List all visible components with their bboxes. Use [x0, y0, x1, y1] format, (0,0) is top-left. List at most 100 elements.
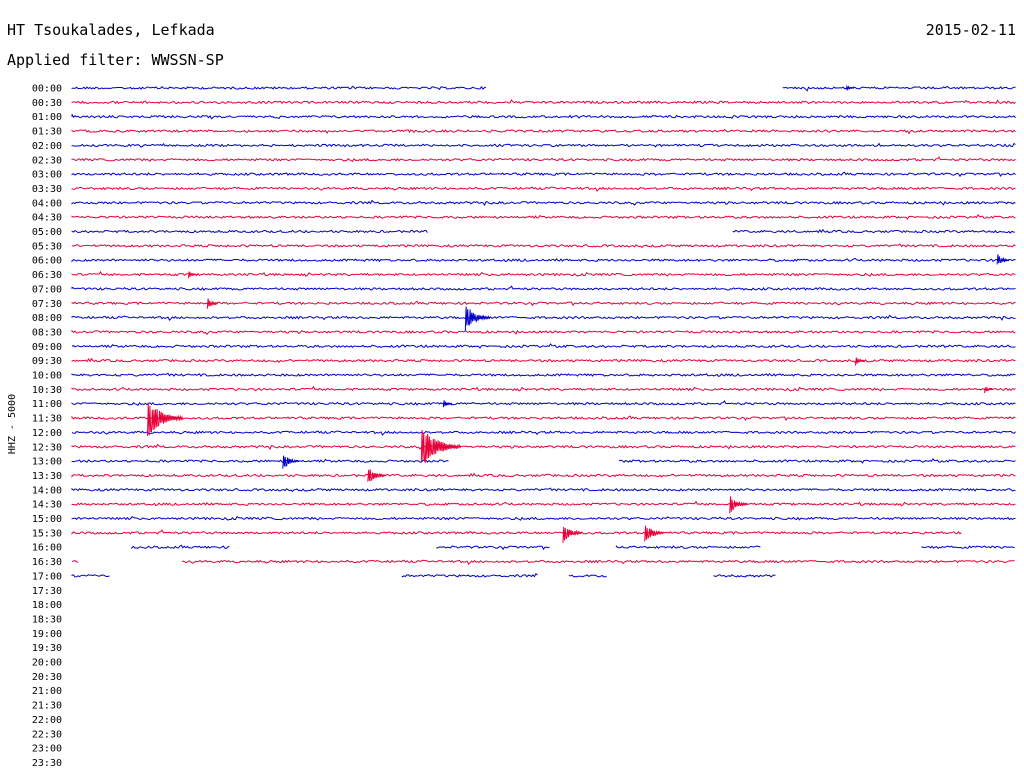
station-title: HT Tsoukalades, Lefkada — [7, 21, 215, 39]
event-burst-7 — [442, 400, 453, 408]
event-burst-8 — [147, 402, 184, 436]
row-time-label: 19:30 — [32, 643, 62, 654]
trace-row-9 — [71, 214, 1016, 220]
row-time-label: 08:00 — [32, 313, 62, 324]
row-time-label: 23:30 — [32, 758, 62, 769]
row-time-label: 15:30 — [32, 528, 62, 539]
row-time-label: 17:00 — [32, 571, 62, 582]
event-burst-1 — [996, 254, 1010, 265]
event-burst-11 — [367, 469, 386, 482]
trace-row-30 — [71, 516, 1016, 521]
row-time-label: 22:30 — [32, 729, 62, 740]
row-time-label: 12:00 — [32, 428, 62, 439]
channel-label: HHZ - 5000 — [7, 394, 18, 454]
trace-row-3 — [71, 128, 1016, 135]
event-burst-5 — [855, 357, 865, 366]
trace-row-34 — [713, 574, 776, 578]
row-time-label: 05:00 — [32, 227, 62, 238]
row-time-label: 03:30 — [32, 184, 62, 195]
row-time-label: 03:00 — [32, 170, 62, 181]
trace-row-15 — [71, 300, 1016, 307]
trace-row-32 — [436, 545, 550, 551]
trace-row-19 — [71, 357, 1016, 363]
trace-row-34 — [71, 574, 110, 578]
event-burst-12 — [729, 496, 748, 514]
event-burst-2 — [187, 271, 197, 279]
trace-row-0 — [782, 86, 1016, 92]
row-labels: 00:00 00:30 01:00 01:30 02:00 02:30 03:00 03:30… — [32, 84, 62, 769]
trace-row-0 — [71, 85, 487, 91]
trace-row-10 — [71, 229, 428, 234]
trace-row-33 — [71, 560, 79, 564]
row-time-label: 04:00 — [32, 198, 62, 209]
row-time-label: 10:00 — [32, 371, 62, 382]
trace-row-32 — [921, 545, 1015, 550]
row-time-label: 13:00 — [32, 457, 62, 468]
event-burst-0 — [845, 84, 855, 92]
row-time-label: 16:30 — [32, 557, 62, 568]
row-time-label: 00:00 — [32, 84, 62, 95]
trace-row-7 — [71, 186, 1016, 192]
row-time-label: 18:00 — [32, 600, 62, 611]
trace-row-2 — [71, 113, 1016, 120]
row-time-label: 09:00 — [32, 342, 62, 353]
row-time-label: 13:30 — [32, 471, 62, 482]
trace-row-14 — [71, 285, 1016, 291]
record-date: 2015-02-11 — [925, 21, 1016, 39]
row-time-label: 05:30 — [32, 241, 62, 252]
row-time-label: 07:30 — [32, 299, 62, 310]
trace-row-34 — [401, 572, 538, 578]
row-time-label: 23:00 — [32, 744, 62, 755]
trace-row-22 — [71, 400, 1016, 407]
row-time-label: 18:30 — [32, 614, 62, 625]
trace-row-27 — [71, 472, 1016, 478]
row-time-label: 00:30 — [32, 98, 62, 109]
trace-row-28 — [71, 487, 1016, 493]
trace-row-29 — [71, 500, 1016, 507]
trace-row-13 — [71, 270, 1016, 277]
trace-row-5 — [71, 156, 1016, 163]
row-time-label: 20:00 — [32, 658, 62, 669]
trace-row-21 — [71, 385, 1016, 392]
row-time-label: 09:30 — [32, 356, 62, 367]
trace-row-10 — [732, 228, 1015, 234]
row-time-label: 01:30 — [32, 127, 62, 138]
row-time-label: 02:30 — [32, 155, 62, 166]
row-time-label: 14:30 — [32, 500, 62, 511]
event-burst-13 — [562, 526, 583, 543]
trace-row-20 — [71, 372, 1016, 378]
trace-row-32 — [131, 544, 230, 550]
row-time-label: 20:30 — [32, 672, 62, 683]
trace-row-1 — [71, 99, 1016, 105]
row-time-label: 22:00 — [32, 715, 62, 726]
row-time-label: 14:00 — [32, 485, 62, 496]
row-time-label: 07:00 — [32, 284, 62, 295]
trace-row-8 — [71, 199, 1016, 207]
trace-row-26 — [71, 458, 449, 463]
row-time-label: 17:30 — [32, 586, 62, 597]
trace-row-12 — [71, 257, 1016, 263]
row-time-label: 01:00 — [32, 112, 62, 123]
event-burst-10 — [282, 455, 300, 469]
trace-row-34 — [568, 574, 607, 578]
row-time-label: 04:30 — [32, 213, 62, 224]
row-time-label: 08:30 — [32, 327, 62, 338]
row-time-label: 12:30 — [32, 442, 62, 453]
trace-row-16 — [71, 314, 1016, 321]
trace-row-33 — [181, 559, 1015, 565]
row-time-label: 10:30 — [32, 385, 62, 396]
trace-row-4 — [71, 142, 1016, 148]
event-burst-3 — [206, 298, 219, 309]
row-time-label: 21:30 — [32, 701, 62, 712]
row-time-label: 02:00 — [32, 141, 62, 152]
row-time-label: 16:00 — [32, 543, 62, 554]
seismic-events — [147, 84, 1010, 543]
trace-row-18 — [71, 343, 1016, 349]
row-time-label: 11:30 — [32, 414, 62, 425]
trace-row-25 — [71, 443, 1016, 450]
row-time-label: 11:00 — [32, 399, 62, 410]
row-time-label: 06:00 — [32, 256, 62, 267]
event-burst-4 — [464, 306, 491, 332]
event-burst-14 — [644, 525, 665, 542]
